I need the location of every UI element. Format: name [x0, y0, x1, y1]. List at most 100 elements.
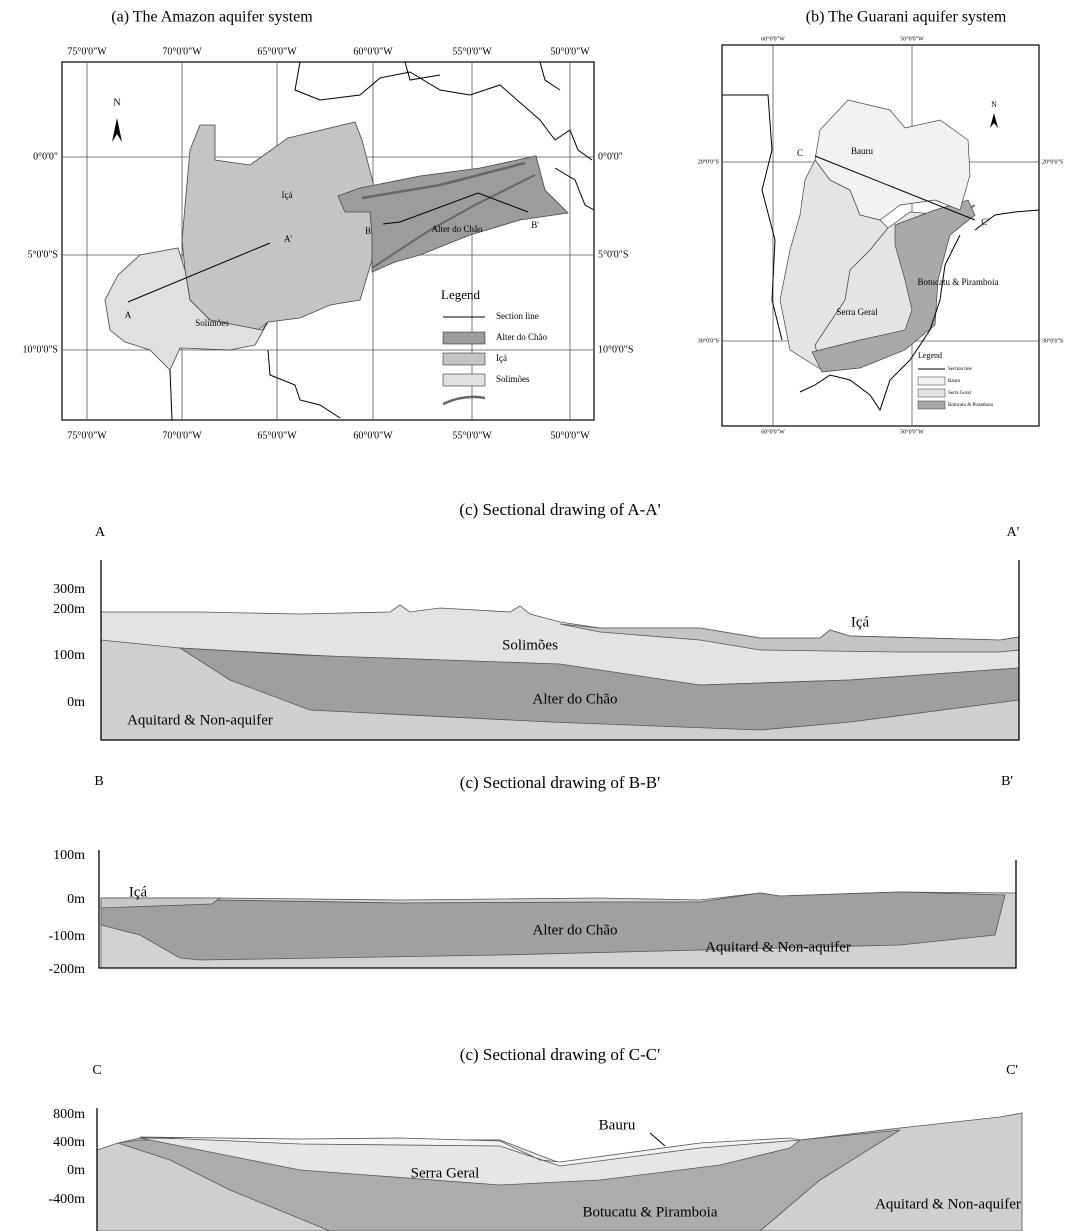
- latitude-label: 5°0'0"S: [598, 249, 628, 260]
- longitude-label: 60°0'0"W: [353, 430, 393, 441]
- depth-label: 300m: [53, 582, 85, 597]
- section-end-label: B: [94, 774, 103, 789]
- section-end-label: C': [1006, 1063, 1018, 1078]
- map-label: A: [125, 310, 132, 320]
- latitude-label: 20°0'0"S: [698, 158, 719, 165]
- section-end-label: A': [1007, 525, 1020, 540]
- depth-label: 0m: [67, 1163, 85, 1178]
- legend-title: Legend: [441, 287, 480, 302]
- north-arrow: [112, 118, 122, 142]
- legend-item: Botucatu & Piramboia: [948, 403, 994, 408]
- longitude-label: 55°0'0"W: [452, 430, 492, 441]
- depth-label: -200m: [48, 962, 85, 977]
- map-label: Botucatu & Piramboia: [918, 277, 999, 287]
- layer-label: Aquitard & Non-aquifer: [705, 939, 851, 955]
- depth-label: 100m: [53, 848, 85, 863]
- map-label: C: [797, 148, 803, 158]
- depth-label: 0m: [67, 892, 85, 907]
- latitude-label: 5°0'0"S: [28, 249, 58, 260]
- depth-label: 100m: [53, 648, 85, 663]
- north-label: N: [991, 100, 997, 109]
- longitude-label: 75°0'0"W: [67, 46, 107, 57]
- legend-item: Bauru: [948, 379, 961, 384]
- latitude-label: 20°0'0"S: [1042, 158, 1063, 165]
- north-label: N: [113, 97, 120, 108]
- legend-title: Legend: [918, 351, 942, 360]
- legend-item: Alter do Chão: [496, 332, 547, 342]
- depth-label: 800m: [53, 1107, 85, 1122]
- section-end-label: C: [92, 1063, 101, 1078]
- section-title: (c) Sectional drawing of C-C': [460, 1045, 660, 1064]
- layer-label: Alter do Chão: [533, 922, 618, 938]
- layer-label: Içá: [851, 614, 870, 630]
- border: [170, 370, 172, 420]
- layer-label: Solimões: [502, 637, 558, 653]
- map-label: B: [365, 226, 371, 236]
- legend-swatch: [443, 397, 485, 404]
- depth-label: -400m: [48, 1192, 85, 1207]
- legend-item: Section line: [496, 311, 539, 321]
- longitude-label: 70°0'0"W: [162, 46, 202, 57]
- layer-label: Aquitard & Non-aquifer: [127, 712, 273, 728]
- longitude-label: 60°0'0"W: [761, 428, 785, 435]
- latitude-label: 10°0'0"S: [598, 344, 633, 355]
- latitude-label: 30°0'0"S: [1042, 337, 1063, 344]
- legend-item: Solimões: [496, 374, 530, 384]
- layer-label: Alter do Chão: [533, 691, 618, 707]
- map-label: Serra Geral: [836, 307, 878, 317]
- map-label: Solimões: [195, 318, 229, 328]
- legend-swatch: [443, 374, 485, 386]
- latitude-label: 0°0'0": [33, 151, 58, 162]
- longitude-label: 50°0'0"W: [550, 46, 590, 57]
- depth-label: 0m: [67, 695, 85, 710]
- north-arrow: [990, 113, 998, 128]
- latitude-label: 10°0'0"S: [23, 344, 58, 355]
- longitude-label: 60°0'0"W: [353, 46, 393, 57]
- layer-label: Botucatu & Piramboia: [583, 1204, 718, 1220]
- amazon-map: [62, 62, 594, 420]
- depth-label: -100m: [48, 929, 85, 944]
- longitude-label: 60°0'0"W: [761, 35, 785, 42]
- depth-label: 400m: [53, 1135, 85, 1150]
- leader-line: [650, 1133, 665, 1146]
- coastline: [540, 62, 560, 90]
- legend-swatch: [443, 353, 485, 365]
- map-label: Alter do Chão: [432, 224, 483, 234]
- longitude-label: 50°0'0"W: [900, 35, 924, 42]
- map-label: A': [284, 234, 292, 244]
- section-end-label: A: [95, 525, 106, 540]
- legend-swatch: [918, 377, 945, 385]
- section-b: [99, 850, 1016, 968]
- legend-swatch: [443, 332, 485, 344]
- latitude-label: 0°0'0": [598, 151, 623, 162]
- layer-label: Bauru: [599, 1117, 636, 1133]
- legend-swatch: [918, 401, 945, 409]
- map-label: Içá: [282, 190, 293, 200]
- border: [268, 350, 340, 418]
- map-label: B': [531, 220, 539, 230]
- panel-title: (a) The Amazon aquifer system: [111, 9, 313, 26]
- section-title: (c) Sectional drawing of B-B': [460, 773, 660, 792]
- ica-area: [182, 122, 375, 330]
- legend-item: Serra Geral: [948, 391, 972, 396]
- longitude-label: 50°0'0"W: [900, 428, 924, 435]
- layer-label: Içá: [129, 884, 148, 900]
- panel-title: (b) The Guarani aquifer system: [806, 9, 1007, 26]
- layer-label: Serra Geral: [411, 1165, 480, 1181]
- longitude-label: 65°0'0"W: [257, 46, 297, 57]
- section-c: [97, 1108, 1022, 1231]
- legend-item: Section line: [948, 367, 973, 372]
- figure: (a) The Amazon aquifer system75°0'0"W75°…: [0, 0, 1077, 1231]
- legend-swatch: [918, 389, 945, 397]
- legend-item: Içá: [496, 353, 507, 363]
- longitude-label: 50°0'0"W: [550, 430, 590, 441]
- longitude-label: 70°0'0"W: [162, 430, 202, 441]
- map-label: Bauru: [851, 146, 873, 156]
- coastline: [405, 62, 440, 80]
- section-title: (c) Sectional drawing of A-A': [459, 500, 660, 519]
- map-label: C': [981, 217, 989, 227]
- layer-label: Aquitard & Non-aquifer: [875, 1196, 1021, 1212]
- longitude-label: 65°0'0"W: [257, 430, 297, 441]
- coastline: [555, 168, 594, 210]
- longitude-label: 55°0'0"W: [452, 46, 492, 57]
